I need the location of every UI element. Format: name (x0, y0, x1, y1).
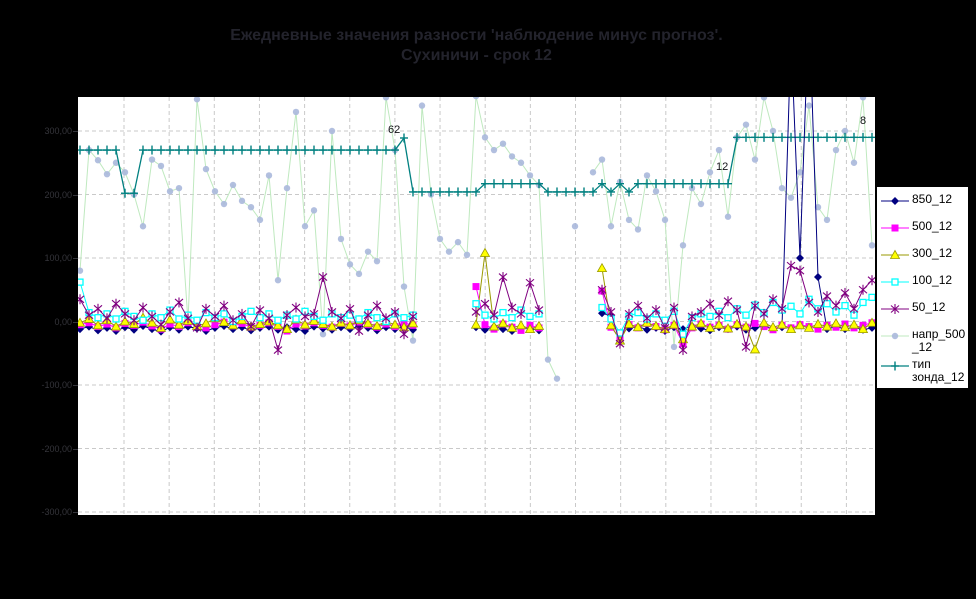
diamond-legend-icon (881, 197, 909, 205)
legend-label: 500_12 (912, 219, 953, 233)
point-label-8: 8 (860, 115, 867, 127)
y-axis-tick-label: -100,00 (41, 380, 72, 390)
y-axis-tick-mark (73, 194, 78, 196)
y-axis-tick-mark (73, 512, 78, 513)
legend-label: 50_12 (912, 300, 946, 314)
legend-item-50_12: 50_12 (880, 301, 968, 315)
legend-item-850_12: 850_12 (880, 193, 968, 207)
legend-item-напр_500_12: напр_500 _12 (880, 328, 968, 354)
legend-label: 850_12 (912, 192, 953, 206)
series-напр_500_12 (78, 97, 875, 382)
point-label-12: 12 (716, 161, 729, 173)
legend-label: напр_500 _12 (912, 327, 966, 354)
y-axis-tick-label: 100,00 (44, 253, 72, 263)
legend-item-300_12: 300_12 (880, 247, 968, 261)
legend-item-100_12: 100_12 (880, 274, 968, 288)
dot-legend-icon (881, 332, 909, 340)
legend-item-тип зонда_12: тип зонда_12 (880, 358, 968, 384)
y-axis-tick-label: -200,00 (41, 443, 72, 454)
y-axis-tick-label: 300,00 (44, 126, 72, 136)
y-axis-tick-mark (73, 131, 78, 132)
y-axis-tick-mark (73, 258, 78, 259)
y-axis-tick-mark (73, 321, 78, 323)
triangle-legend-icon (881, 249, 909, 259)
series-тип зонда_12 (78, 132, 875, 198)
point-label-62: 62 (388, 124, 401, 136)
legend-label: 100_12 (912, 273, 953, 287)
osquare-legend-icon (881, 278, 909, 286)
y-axis-tick-label: 200,00 (44, 189, 72, 200)
asterisk-legend-icon (881, 304, 909, 314)
chart-title-line2: Сухиничи - срок 12 (401, 47, 552, 64)
legend-item-500_12: 500_12 (880, 220, 968, 234)
legend-label: 300_12 (912, 246, 953, 260)
series-850_12 (78, 97, 875, 336)
plus-legend-icon (881, 361, 909, 371)
legend-label: тип зонда_12 (912, 357, 965, 384)
y-axis-tick-label: 0,00 (54, 316, 72, 327)
series-50_12 (78, 260, 875, 356)
square-legend-icon (881, 224, 909, 232)
plot-area (78, 97, 875, 515)
y-axis-tick-mark (73, 448, 78, 450)
y-axis-tick-mark (73, 385, 78, 386)
chart-title-line1: Ежедневные значения разности 'наблюдение… (230, 27, 723, 44)
legend: 850_12 500_12 300_12 100_12 50_12 напр_500 _12… (876, 186, 969, 389)
y-axis-tick-label: -300,00 (41, 507, 72, 517)
